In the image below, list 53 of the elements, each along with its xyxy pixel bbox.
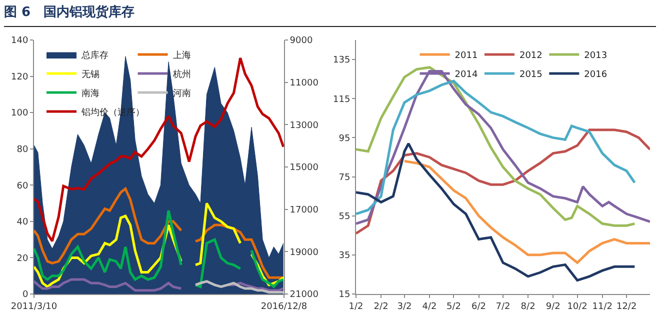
x-tick-label: 2011/3/10	[10, 302, 58, 312]
y-tick-label: 120	[11, 72, 28, 82]
x-tick-label: 1/2	[348, 302, 364, 312]
x-tick-label: 3/2	[397, 302, 412, 312]
x-tick-label: 11/2	[592, 302, 612, 312]
y2-tick-label: 11000	[290, 78, 319, 88]
x-tick-label: 7/2	[496, 302, 510, 312]
y-tick-label: 140	[11, 36, 28, 46]
legend-label: 2014	[454, 70, 478, 80]
line-series	[194, 280, 284, 294]
y-tick-label: 20	[16, 254, 28, 264]
x-tick-label: 10/2	[567, 302, 588, 312]
y-tick-label: 40	[16, 218, 28, 228]
y2-tick-label: 21000	[290, 290, 319, 300]
legend-label: 2015	[519, 70, 542, 80]
legend-label: 总库存	[80, 50, 108, 62]
x-tick-label: 2/2	[374, 302, 388, 312]
y-tick-label: 115	[333, 94, 350, 105]
legend-label: 2011	[454, 51, 478, 62]
y2-tick-label: 17000	[290, 205, 319, 216]
x-tick-label: 8/2	[520, 302, 536, 312]
legend-label: 南海	[82, 88, 100, 100]
legend-label: 2016	[584, 70, 608, 80]
legend-label: 无锡	[82, 69, 100, 80]
y-tick-label: 15	[338, 290, 350, 300]
y-tick-label: 55	[338, 212, 350, 222]
x-tick-label: 2016/12/8	[260, 302, 308, 312]
x-tick-label: 9/2	[546, 302, 560, 312]
y-tick-label: 100	[11, 108, 28, 119]
y-tick-label: 95	[338, 134, 350, 144]
y2-tick-label: 9000	[290, 36, 313, 46]
x-tick-label: 6/2	[472, 302, 486, 312]
y2-tick-label: 19000	[290, 248, 319, 258]
y-tick-label: 60	[16, 181, 28, 192]
legend-label: 2012	[519, 51, 542, 62]
legend-label: 杭州	[172, 69, 191, 80]
y-tick-label: 35	[338, 251, 350, 262]
x-tick-label: 4/2	[422, 302, 437, 312]
chart-title: 图 6 国内铝现货库存	[4, 2, 656, 27]
legend-label: 2013	[584, 51, 608, 62]
y2-tick-label: 13000	[290, 120, 319, 131]
y-tick-label: 0	[22, 290, 28, 300]
legend-label: 河南	[172, 88, 191, 100]
y-tick-label: 135	[333, 56, 350, 66]
line-series	[356, 80, 636, 216]
y-tick-label: 80	[16, 145, 28, 156]
x-tick-label: 12/2	[616, 302, 637, 312]
x-tick-label: 5/2	[446, 302, 461, 312]
line-series	[403, 160, 650, 264]
y2-tick-label: 15000	[290, 163, 319, 174]
legend-label: 上海	[172, 50, 191, 62]
y-tick-label: 75	[338, 172, 350, 183]
line-series	[356, 142, 636, 282]
